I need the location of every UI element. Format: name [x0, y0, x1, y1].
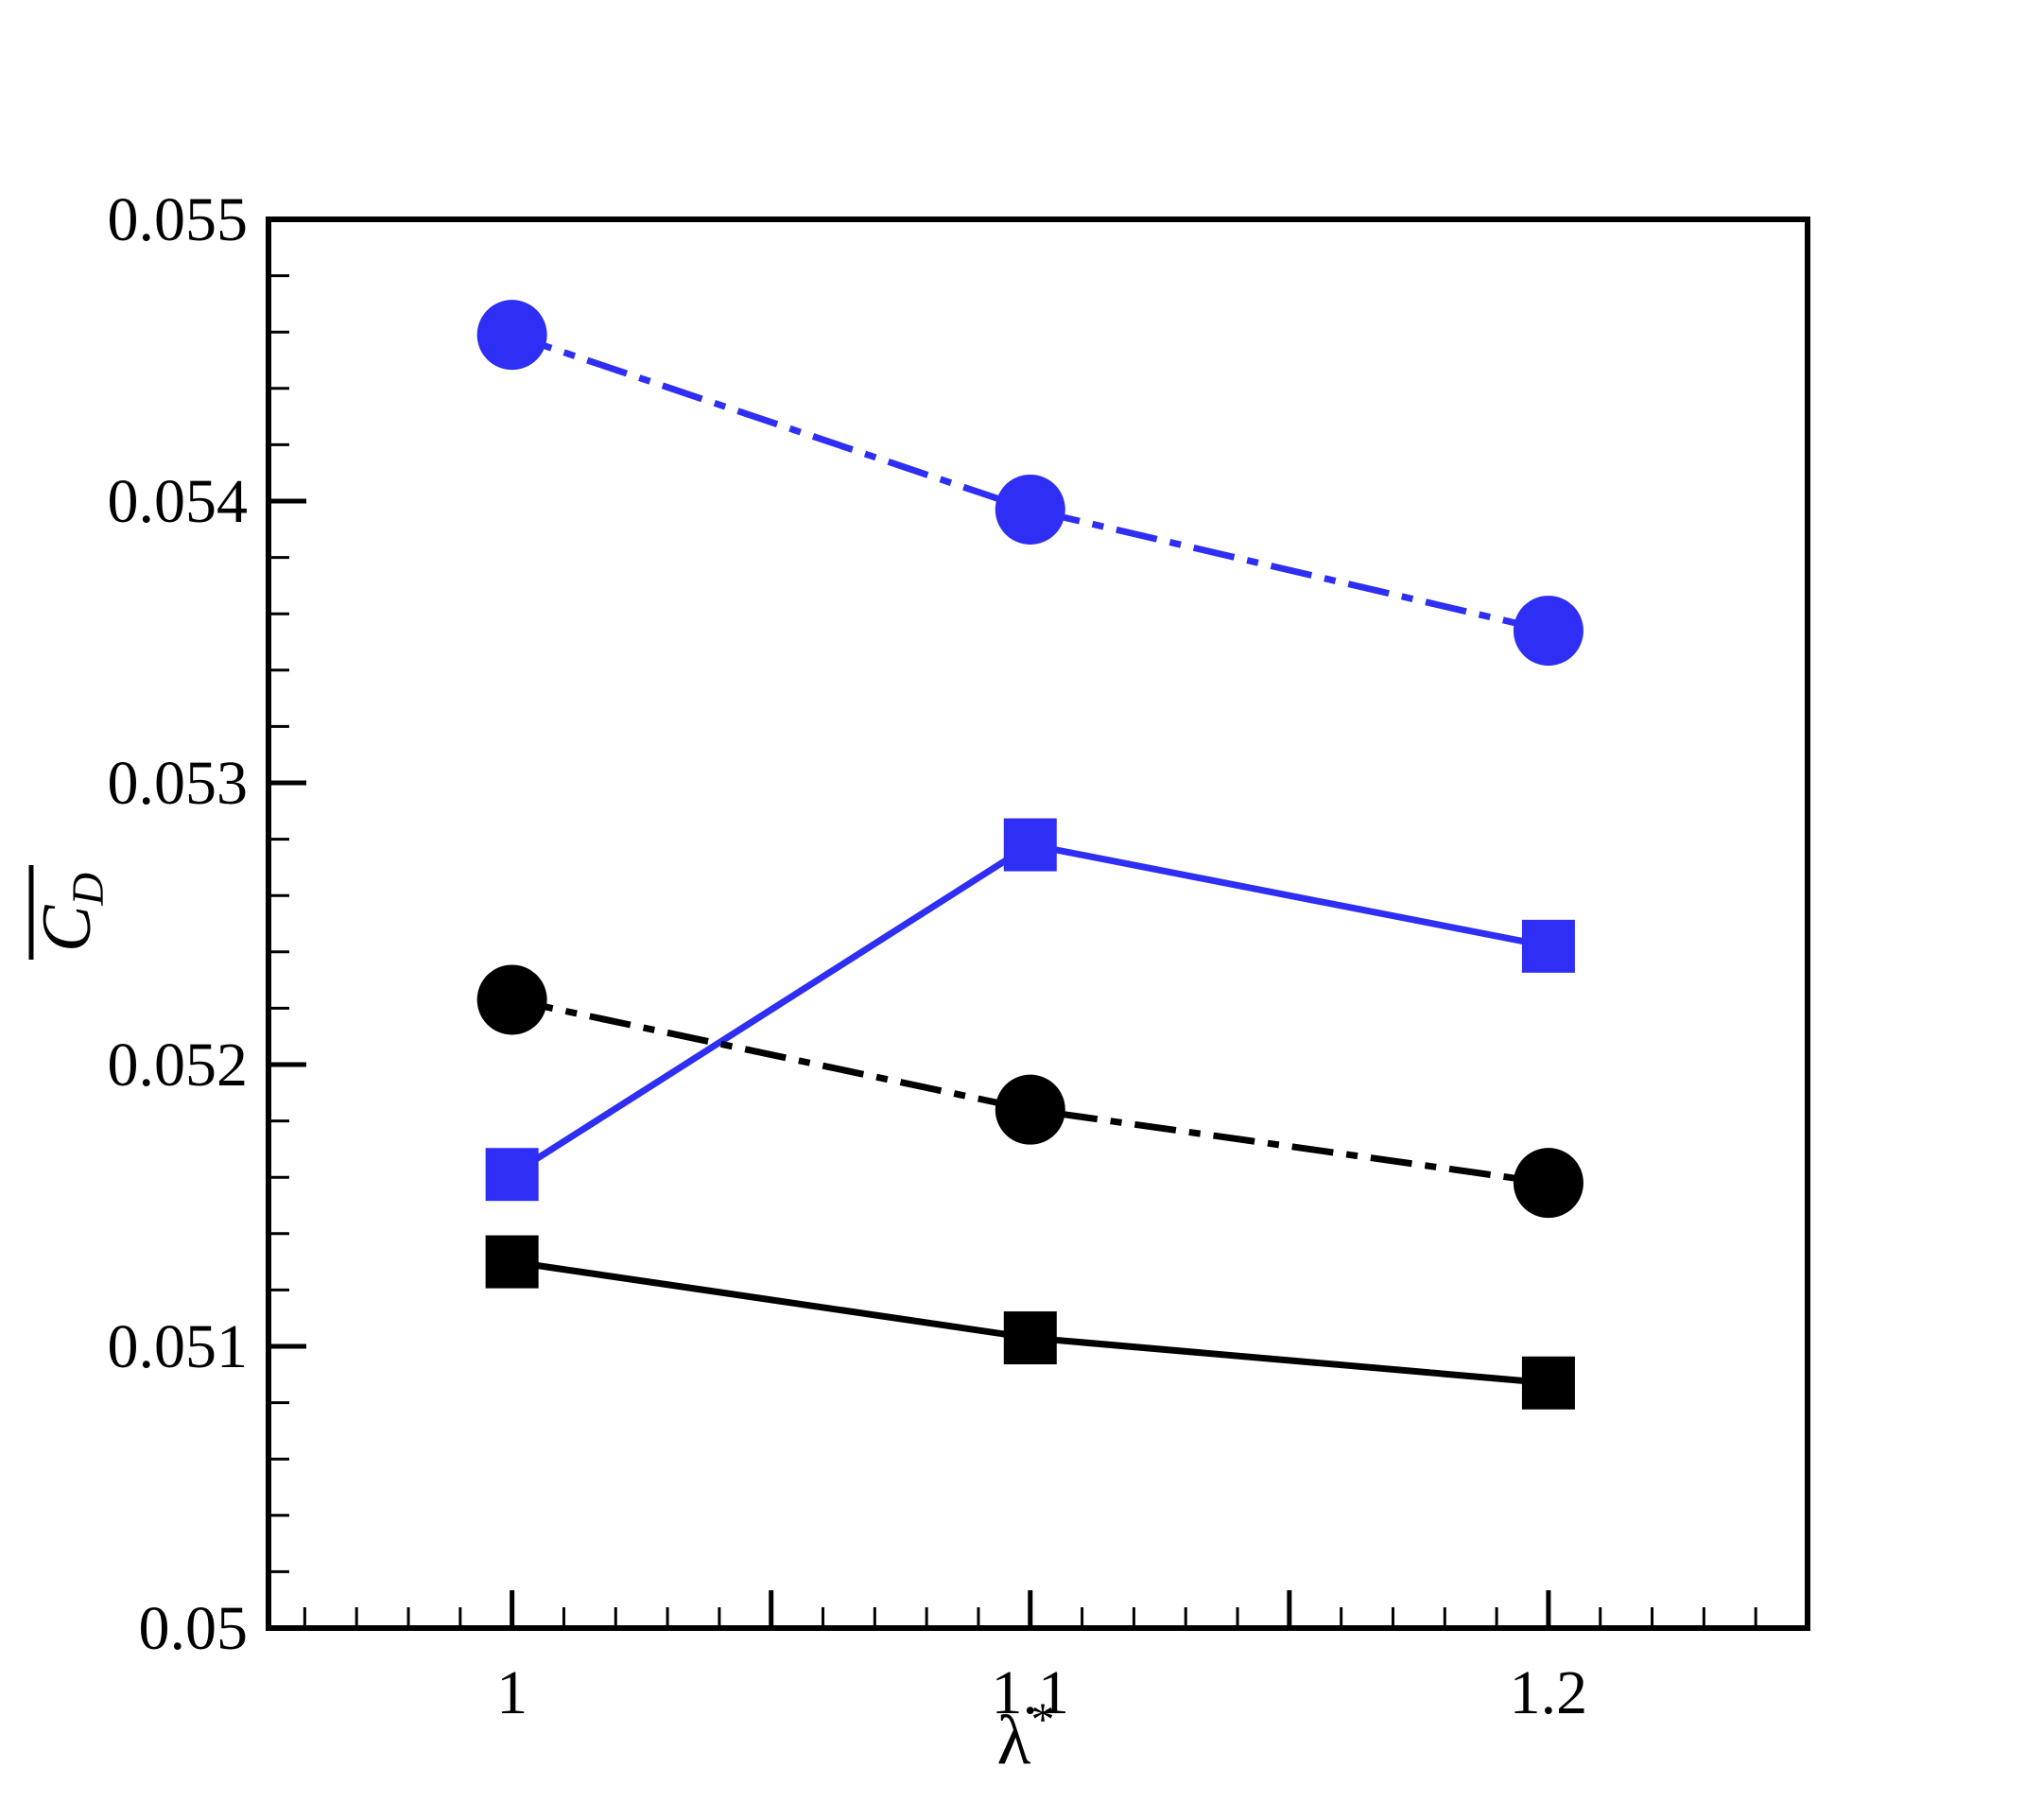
- data-point-square: [1521, 1356, 1575, 1410]
- plot-frame-layer: [266, 217, 1810, 1631]
- series-1: [476, 300, 1583, 667]
- data-point-square: [485, 1148, 539, 1202]
- series-2: [485, 818, 1575, 1202]
- data-point-circle: [995, 1074, 1065, 1145]
- x-axis-title-main: λ: [997, 1702, 1031, 1779]
- data-point-square: [1003, 818, 1057, 872]
- tick-labels-layer: 0.05 0.051 0.052 0.053 0.054 0.055 1 1.1 1.2: [108, 185, 1588, 1727]
- series-4: [485, 1235, 1575, 1410]
- x-tick-label: 1: [496, 1658, 528, 1727]
- data-point-circle: [1513, 1148, 1583, 1219]
- data-point-square: [485, 1235, 539, 1289]
- series-line: [510, 331, 1549, 634]
- data-point-circle: [995, 474, 1065, 545]
- x-axis-title-superscript: *: [1030, 1692, 1054, 1745]
- y-tick-label: 0.053: [108, 749, 249, 818]
- series-3: [476, 964, 1583, 1219]
- series-line: [510, 997, 1549, 1187]
- x-tick-label: 1.2: [1510, 1658, 1588, 1727]
- y-tick-label: 0.05: [139, 1594, 249, 1663]
- y-axis-title-subscript: D: [63, 873, 113, 907]
- data-point-square: [1521, 919, 1575, 973]
- y-tick-label: 0.051: [108, 1312, 249, 1381]
- plot-frame: [266, 217, 1810, 1631]
- y-tick-label: 0.055: [108, 185, 249, 254]
- ticks-layer: [268, 217, 1810, 1631]
- x-axis-title: λ*: [997, 1692, 1055, 1779]
- data-point-square: [1003, 1311, 1057, 1365]
- data-point-circle: [476, 964, 547, 1035]
- data-point-circle: [1513, 596, 1583, 667]
- svg-text:CD: CD: [28, 873, 113, 952]
- data-point-circle: [476, 300, 547, 371]
- y-tick-label: 0.052: [108, 1031, 249, 1100]
- y-axis-title: CD: [28, 865, 113, 960]
- y-tick-label: 0.054: [108, 467, 249, 536]
- series-layer: [476, 300, 1583, 1410]
- y-axis-title-main: C: [28, 904, 106, 952]
- x-tick-label: 1.1: [992, 1658, 1070, 1727]
